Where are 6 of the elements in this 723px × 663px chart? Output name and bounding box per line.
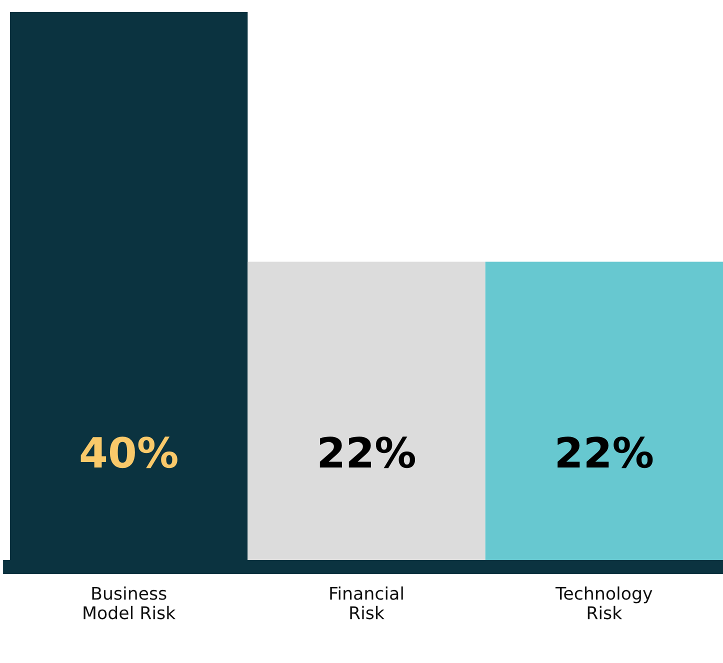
- data-label: 22%: [320, 436, 416, 468]
- x-tick-label: Technology Risk: [555, 586, 652, 620]
- data-label: 22%: [558, 436, 653, 468]
- x-tick-label: Business Model Risk: [84, 586, 176, 620]
- data-label: 40%: [80, 436, 178, 468]
- x-tick-label: Financial Risk: [330, 586, 403, 620]
